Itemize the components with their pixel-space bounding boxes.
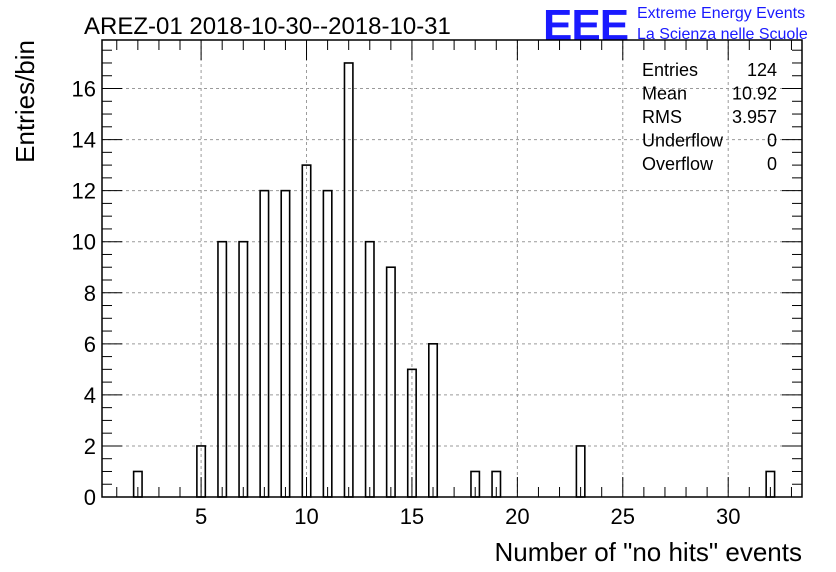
y-tick-label: 4: [84, 383, 96, 408]
chart-title: AREZ-01 2018-10-30--2018-10-31: [84, 13, 451, 40]
histogram-bar: [238, 240, 249, 498]
y-tick-label: 10: [72, 230, 96, 255]
plot-frame: [101, 39, 803, 498]
x-tick-label: 20: [505, 504, 529, 529]
x-tick-label: 10: [294, 504, 318, 529]
stats-label: Entries: [642, 60, 698, 80]
eee-logo: EEE Extreme Energy Events La Scienza nel…: [543, 1, 808, 50]
x-tick-label: 25: [611, 504, 635, 529]
y-tick-label: 2: [84, 434, 96, 459]
y-tick-label: 6: [84, 332, 96, 357]
stats-value: 124: [747, 60, 777, 80]
grid-lines: [102, 40, 802, 497]
axis-ticks: [102, 40, 802, 497]
stats-value: 0: [767, 131, 777, 151]
histogram-bar: [385, 266, 396, 498]
histogram-bar: [364, 240, 375, 498]
y-tick-label: 16: [72, 77, 96, 102]
stats-label: Mean: [642, 84, 687, 104]
logo-line-2: La Scienza nelle Scuole: [637, 26, 808, 43]
stats-value: 10.92: [732, 84, 777, 104]
y-tick-label: 14: [72, 128, 96, 153]
stats-value: 0: [767, 154, 777, 174]
y-tick-label: 12: [72, 179, 96, 204]
y-tick-label: 0: [84, 485, 96, 510]
histogram-bar: [343, 62, 354, 498]
stats-box: Entries 124 Mean 10.92 RMS 3.957 Underflow 0 Ove…: [642, 60, 777, 174]
histogram-bar: [217, 240, 228, 498]
y-tick-label: 8: [84, 281, 96, 306]
bars: [132, 62, 776, 498]
logo-line-1: Extreme Energy Events: [637, 5, 805, 22]
stats-label: RMS: [642, 107, 682, 127]
x-tick-label: 30: [716, 504, 740, 529]
x-tick-label: 15: [400, 504, 424, 529]
stats-value: 3.957: [732, 107, 777, 127]
histogram-bar: [428, 343, 439, 498]
x-axis-label: Number of "no hits" events: [495, 537, 803, 567]
stats-label: Underflow: [642, 131, 724, 151]
stats-label: Overflow: [642, 154, 714, 174]
logo-mark: EEE: [543, 1, 628, 50]
x-tick-label: 5: [195, 504, 207, 529]
tick-labels: 5 10 15 20 25 30 0 2 4 6 8 10 12 14 16: [72, 77, 741, 529]
y-axis-label: Entries/bin: [10, 40, 40, 163]
